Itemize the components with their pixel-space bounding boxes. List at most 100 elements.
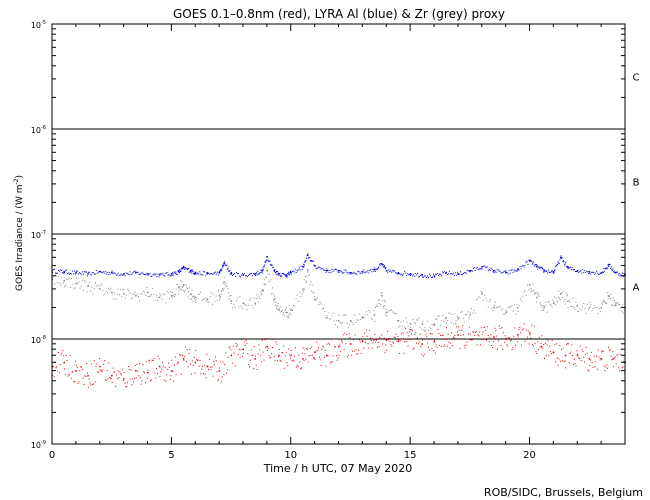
- series-point: [611, 359, 613, 361]
- series-point: [195, 301, 197, 303]
- series-point: [596, 355, 598, 357]
- series-point: [484, 326, 486, 328]
- series-point: [284, 309, 286, 311]
- series-point: [457, 331, 459, 333]
- series-point: [217, 379, 219, 381]
- series-point: [505, 310, 507, 312]
- series-point: [412, 348, 414, 350]
- series-point: [290, 271, 292, 274]
- series-point: [481, 292, 483, 294]
- series-point: [511, 349, 513, 351]
- series-point: [241, 274, 243, 276]
- series-point: [115, 385, 117, 387]
- series-point: [127, 365, 129, 367]
- series-point: [262, 351, 264, 353]
- series-point: [358, 313, 360, 315]
- series-point: [387, 339, 389, 341]
- series-point: [505, 311, 507, 314]
- series-point: [430, 275, 432, 277]
- series-point: [75, 277, 77, 279]
- series-point: [570, 351, 572, 353]
- series-point: [311, 284, 313, 286]
- series-point: [357, 270, 359, 272]
- series-point: [85, 375, 87, 377]
- series-point: [349, 343, 352, 345]
- series-point: [577, 310, 579, 312]
- series-point: [373, 340, 375, 342]
- series-point: [510, 269, 512, 271]
- series-point: [357, 353, 359, 355]
- series-point: [385, 344, 387, 346]
- series-point: [258, 273, 260, 275]
- series-1: [51, 268, 626, 331]
- y-axis-label-close: ): [15, 175, 25, 179]
- series-point: [86, 291, 88, 293]
- series-point: [352, 339, 354, 341]
- series-point: [270, 278, 272, 280]
- series-point: [282, 273, 284, 275]
- series-point: [79, 287, 81, 289]
- series-point: [180, 285, 182, 287]
- series-point: [558, 358, 560, 360]
- series-point: [127, 273, 129, 275]
- series-point: [230, 273, 233, 275]
- series-point: [235, 275, 237, 277]
- series-point: [84, 271, 86, 273]
- series-point: [429, 333, 431, 335]
- series-point: [159, 273, 161, 275]
- series-point: [500, 344, 502, 346]
- series-point: [457, 326, 459, 328]
- series-point: [311, 290, 313, 292]
- series-point: [533, 293, 535, 295]
- series-point: [141, 293, 143, 295]
- series-point: [538, 293, 540, 295]
- series-point: [109, 376, 111, 378]
- series-point: [68, 277, 70, 279]
- series-point: [172, 295, 174, 297]
- series-point: [585, 346, 587, 348]
- series-point: [214, 272, 216, 274]
- series-point: [79, 369, 81, 371]
- series-point: [434, 340, 435, 342]
- series-point: [296, 365, 298, 367]
- series-point: [471, 270, 473, 272]
- series-point: [377, 299, 379, 301]
- x-tick-label: 0: [49, 450, 55, 461]
- series-point: [158, 276, 160, 278]
- series-point: [543, 305, 545, 307]
- series-point: [622, 366, 624, 368]
- series-point: [266, 268, 268, 270]
- series-point: [407, 273, 409, 275]
- series-point: [390, 270, 392, 272]
- series-point: [364, 342, 366, 344]
- series-point: [84, 375, 86, 377]
- series-point: [244, 275, 246, 277]
- series-point: [192, 300, 194, 302]
- series-point: [228, 298, 230, 300]
- series-point: [616, 302, 618, 304]
- series-point: [591, 361, 593, 363]
- series-point: [285, 307, 287, 309]
- series-point: [374, 320, 376, 322]
- series-point: [455, 320, 457, 322]
- series-point: [267, 259, 269, 261]
- series-point: [436, 273, 438, 275]
- series-point: [219, 270, 221, 272]
- series-point: [268, 261, 270, 263]
- series-point: [385, 314, 387, 316]
- series-point: [474, 269, 476, 271]
- series-point: [189, 269, 192, 272]
- series-point: [229, 295, 231, 297]
- series-point: [268, 281, 270, 283]
- series-point: [345, 343, 347, 345]
- series-point: [565, 266, 567, 268]
- series-point: [127, 381, 129, 383]
- series-point: [479, 297, 481, 299]
- series-point: [562, 260, 564, 262]
- series-point: [273, 298, 276, 301]
- series-point: [333, 320, 335, 322]
- series-point: [75, 271, 77, 274]
- series-point: [504, 335, 506, 337]
- series-point: [443, 345, 445, 347]
- series-point: [128, 289, 130, 291]
